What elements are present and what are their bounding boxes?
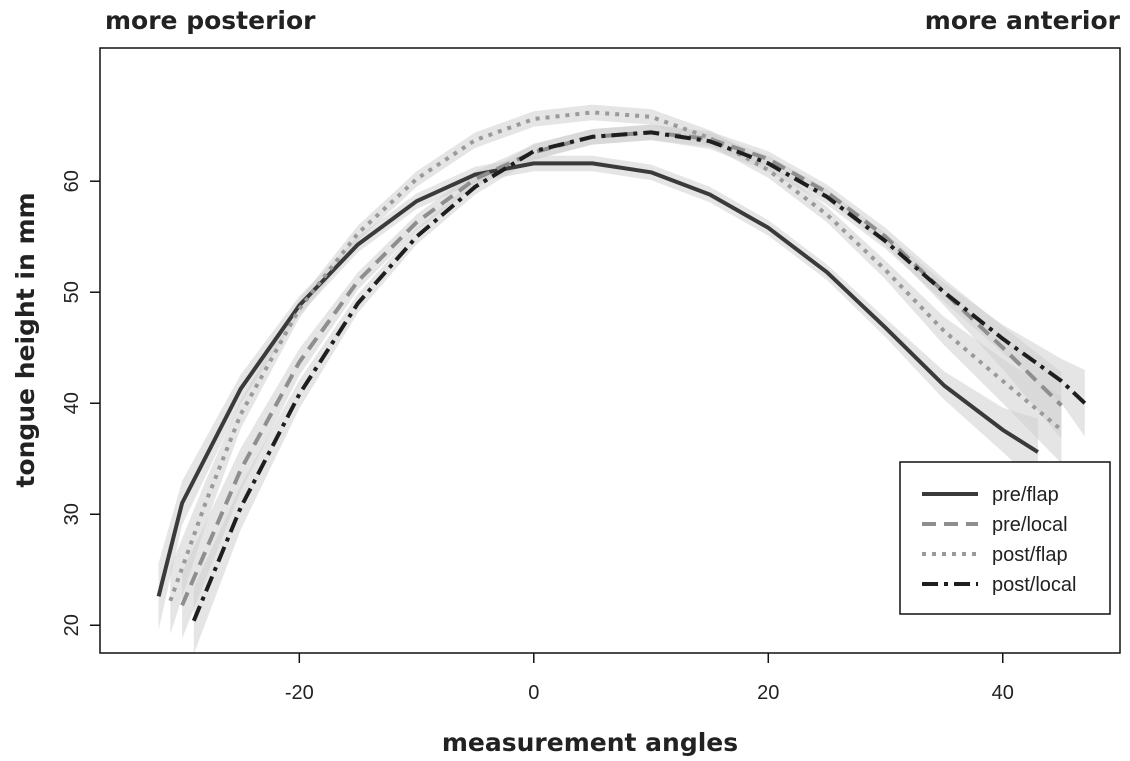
annotation-more-anterior: more anterior (924, 6, 1120, 35)
x-tick-label: 20 (757, 682, 779, 704)
series-line-pre-flap (156, 161, 1039, 597)
x-tick-label: 0 (528, 682, 539, 704)
y-tick-label: 40 (61, 392, 83, 414)
series-line-post-local (191, 130, 1087, 622)
legend-label-pre-flap: pre/flap (992, 484, 1059, 506)
y-tick-label: 60 (61, 170, 83, 192)
x-tick-label: -20 (285, 682, 314, 704)
series-lines (156, 110, 1087, 622)
y-axis: 20 30 40 50 60 (61, 170, 100, 636)
legend-label-post-flap: post/flap (992, 544, 1068, 566)
annotation-more-posterior: more posterior (105, 6, 316, 35)
y-tick-label: 20 (61, 614, 83, 636)
legend-label-post-local: post/local (992, 574, 1077, 596)
legend: pre/flap pre/local post/flap post/local (899, 461, 1111, 615)
x-axis: -20 0 20 40 (285, 653, 1014, 704)
legend-box (899, 461, 1111, 615)
series-line-pre-local (180, 130, 1063, 607)
x-tick-label: 40 (992, 682, 1014, 704)
plot-frame (99, 47, 1121, 654)
x-axis-label: measurement angles (442, 728, 738, 757)
legend-label-pre-local: pre/local (992, 514, 1068, 536)
y-axis-label: tongue height in mm (11, 192, 40, 487)
y-tick-label: 30 (61, 503, 83, 525)
y-tick-label: 50 (61, 281, 83, 303)
